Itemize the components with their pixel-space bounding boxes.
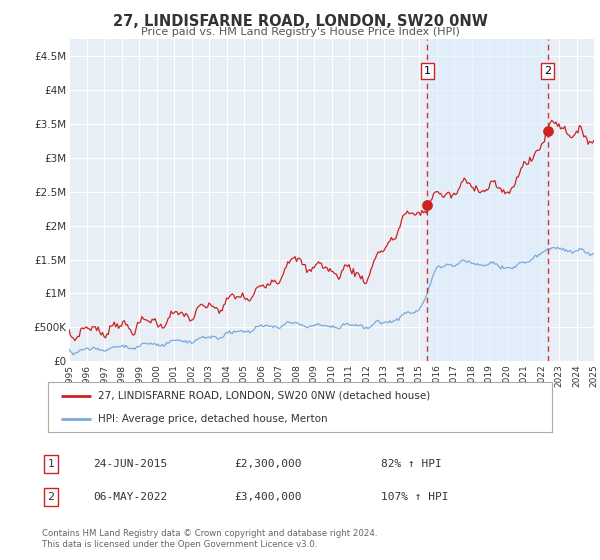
Text: 24-JUN-2015: 24-JUN-2015	[93, 459, 167, 469]
Text: This data is licensed under the Open Government Licence v3.0.: This data is licensed under the Open Gov…	[42, 540, 317, 549]
Text: HPI: Average price, detached house, Merton: HPI: Average price, detached house, Mert…	[98, 414, 328, 424]
Point	[422, 201, 432, 210]
Text: 82% ↑ HPI: 82% ↑ HPI	[381, 459, 442, 469]
Text: 2: 2	[544, 66, 551, 76]
Text: 1: 1	[424, 66, 431, 76]
Text: Contains HM Land Registry data © Crown copyright and database right 2024.: Contains HM Land Registry data © Crown c…	[42, 529, 377, 538]
Text: £2,300,000: £2,300,000	[234, 459, 302, 469]
Point	[543, 126, 553, 135]
Text: 27, LINDISFARNE ROAD, LONDON, SW20 0NW: 27, LINDISFARNE ROAD, LONDON, SW20 0NW	[113, 14, 487, 29]
Text: 27, LINDISFARNE ROAD, LONDON, SW20 0NW (detached house): 27, LINDISFARNE ROAD, LONDON, SW20 0NW (…	[98, 390, 431, 400]
Bar	[427, 39, 548, 361]
Text: £3,400,000: £3,400,000	[234, 492, 302, 502]
Text: 06-MAY-2022: 06-MAY-2022	[93, 492, 167, 502]
Text: Price paid vs. HM Land Registry's House Price Index (HPI): Price paid vs. HM Land Registry's House …	[140, 27, 460, 37]
Text: 107% ↑ HPI: 107% ↑ HPI	[381, 492, 449, 502]
Text: 1: 1	[47, 459, 55, 469]
Text: 2: 2	[47, 492, 55, 502]
